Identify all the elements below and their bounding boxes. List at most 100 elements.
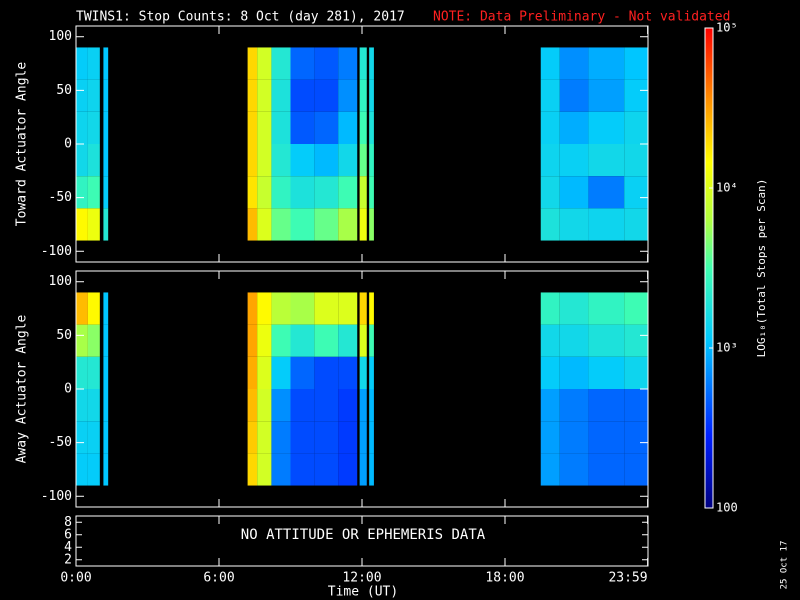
colorbar-label: LOG₁₀(Total Stops per Scan) — [755, 179, 768, 358]
heat-cell — [87, 421, 100, 454]
heat-cell — [338, 47, 358, 80]
heat-cell — [103, 389, 109, 422]
heat-cell — [290, 324, 315, 357]
heat-cell — [359, 208, 367, 241]
heat-cell — [257, 79, 272, 112]
heat-cell — [271, 389, 291, 422]
heat-cell — [247, 208, 258, 241]
heat-cell — [369, 47, 374, 80]
heat-cell — [338, 208, 358, 241]
heat-cell — [290, 292, 315, 325]
heat-cell — [290, 176, 315, 209]
heat-cell — [359, 389, 367, 422]
heat-cell — [271, 47, 291, 80]
y-axis-label: Toward Actuator Angle — [15, 62, 30, 227]
heat-cell — [87, 144, 100, 177]
y-tick-label: 2 — [64, 552, 72, 567]
y-tick-label: 50 — [56, 328, 72, 343]
heat-cell — [76, 389, 88, 422]
heat-cell — [314, 208, 339, 241]
heat-cell — [314, 47, 339, 80]
heat-cell — [271, 453, 291, 486]
y-tick-label: -100 — [41, 244, 72, 259]
x-tick-label: 23:59 — [608, 571, 647, 586]
y-tick-label: 6 — [64, 527, 72, 542]
heat-cell — [290, 356, 315, 389]
y-tick-label: 100 — [49, 274, 72, 289]
heat-cell — [559, 176, 589, 209]
heat-cell — [369, 389, 374, 422]
heat-cell — [103, 292, 109, 325]
heat-cell — [559, 324, 589, 357]
heat-cell — [559, 453, 589, 486]
heat-cell — [540, 324, 560, 357]
heat-cell — [624, 356, 648, 389]
heat-cell — [338, 421, 358, 454]
heat-cell — [359, 453, 367, 486]
heat-cell — [247, 47, 258, 80]
heat-cell — [359, 79, 367, 112]
y-tick-label: 8 — [64, 515, 72, 530]
heat-cell — [314, 176, 339, 209]
heat-cell — [87, 208, 100, 241]
heat-cell — [76, 421, 88, 454]
heat-cell — [290, 144, 315, 177]
heat-cell — [103, 176, 109, 209]
heat-cell — [76, 324, 88, 357]
heat-cell — [271, 356, 291, 389]
y-tick-label: 50 — [56, 83, 72, 98]
heat-cell — [247, 292, 258, 325]
heat-cell — [540, 389, 560, 422]
heat-cell — [369, 208, 374, 241]
heat-cell — [338, 356, 358, 389]
heat-cell — [271, 176, 291, 209]
x-tick-label: 0:00 — [60, 571, 91, 586]
heat-cell — [76, 176, 88, 209]
x-tick-label: 18:00 — [485, 571, 524, 586]
heat-cell — [257, 47, 272, 80]
heat-cell — [559, 292, 589, 325]
heat-cell — [540, 176, 560, 209]
y-tick-label: -50 — [49, 435, 72, 450]
heat-cell — [369, 144, 374, 177]
y-tick-label: 0 — [64, 137, 72, 152]
heat-cell — [624, 208, 648, 241]
heat-cell — [588, 453, 625, 486]
heat-cell — [369, 176, 374, 209]
heat-cell — [76, 79, 88, 112]
heat-cell — [540, 111, 560, 144]
heat-cell — [290, 79, 315, 112]
heat-cell — [624, 389, 648, 422]
heat-cell — [247, 79, 258, 112]
heat-cell — [624, 176, 648, 209]
heat-cell — [271, 144, 291, 177]
heat-cell — [588, 292, 625, 325]
chart-title: TWINS1: Stop Counts: 8 Oct (day 281), 20… — [76, 10, 405, 25]
heat-cell — [369, 453, 374, 486]
heat-cell — [76, 47, 88, 80]
y-axis-label: Away Actuator Angle — [15, 314, 30, 463]
heat-cell — [76, 453, 88, 486]
status-text: NO ATTITUDE OR EPHEMERIS DATA — [241, 527, 486, 543]
heat-cell — [588, 79, 625, 112]
x-axis-label: Time (UT) — [328, 585, 398, 600]
note: NOTE: Data Preliminary - Not validated — [433, 10, 730, 25]
heat-cell — [338, 111, 358, 144]
heat-cell — [87, 111, 100, 144]
heat-cell — [359, 47, 367, 80]
heat-cell — [559, 144, 589, 177]
heat-cell — [87, 292, 100, 325]
heat-cell — [257, 292, 272, 325]
y-tick-label: 0 — [64, 382, 72, 397]
heat-cell — [314, 356, 339, 389]
heat-cell — [540, 144, 560, 177]
y-tick-label: 4 — [64, 540, 72, 555]
heat-cell — [103, 324, 109, 357]
heat-cell — [76, 292, 88, 325]
heat-cell — [314, 453, 339, 486]
heat-cell — [338, 144, 358, 177]
heat-cell — [87, 324, 100, 357]
heat-cell — [624, 292, 648, 325]
